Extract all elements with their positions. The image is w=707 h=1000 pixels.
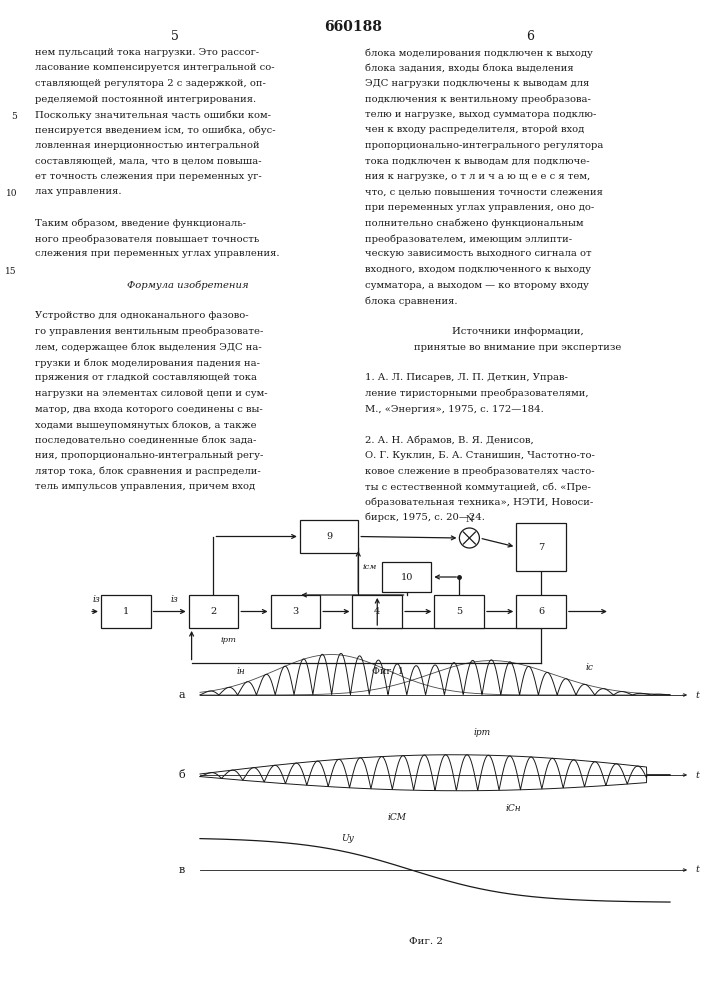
Bar (516, 523, 566, 571)
Text: iс: iс (585, 664, 593, 672)
Text: Устройство для одноканального фазово-: Устройство для одноканального фазово- (35, 312, 249, 320)
Text: 2: 2 (211, 607, 216, 616)
Text: Φиг. 1: Φиг. 1 (371, 667, 404, 676)
Text: нагрузки на элементах силовой цепи и сум-: нагрузки на элементах силовой цепи и сум… (35, 389, 268, 398)
Text: подключения к вентильному преобразова-: подключения к вентильному преобразова- (365, 95, 591, 104)
Text: ходами вышеупомянутых блоков, а также: ходами вышеупомянутых блоков, а также (35, 420, 257, 430)
Text: последовательно соединенные блок зада-: последовательно соединенные блок зада- (35, 436, 257, 444)
Text: 15: 15 (6, 267, 17, 276)
Text: тель импульсов управления, причем вход: тель импульсов управления, причем вход (35, 482, 255, 491)
Text: входного, входом подключенного к выходу: входного, входом подключенного к выходу (365, 265, 591, 274)
Text: ределяемой постоянной интегрирования.: ределяемой постоянной интегрирования. (35, 95, 256, 104)
Bar (189, 595, 238, 628)
Text: ласование компенсируется интегральной со-: ласование компенсируется интегральной со… (35, 64, 274, 73)
Text: Таким образом, введение функциональ-: Таким образом, введение функциональ- (35, 219, 246, 228)
Bar (271, 595, 320, 628)
Text: iн: iн (237, 667, 245, 676)
Text: 2. А. Н. Абрамов, В. Я. Денисов,: 2. А. Н. Абрамов, В. Я. Денисов, (365, 436, 534, 445)
Text: iСМ: iСМ (388, 813, 407, 822)
Bar (434, 595, 484, 628)
Text: N: N (465, 515, 474, 524)
Text: телю и нагрузке, выход сумматора подклю-: телю и нагрузке, выход сумматора подклю- (365, 110, 597, 119)
Text: а: а (178, 690, 185, 700)
Text: 5: 5 (456, 607, 462, 616)
Text: лем, содержащее блок выделения ЭДС на-: лем, содержащее блок выделения ЭДС на- (35, 342, 262, 352)
Bar (516, 595, 566, 628)
Text: при переменных углах управления, оно до-: при переменных углах управления, оно до- (365, 203, 595, 212)
Bar (300, 520, 358, 553)
Text: iСн: iСн (506, 804, 521, 813)
Text: iз: iз (170, 594, 178, 603)
Text: Φиг. 2: Φиг. 2 (409, 938, 443, 946)
Text: блока задания, входы блока выделения: блока задания, входы блока выделения (365, 64, 573, 73)
Text: Uу: Uу (341, 834, 354, 843)
Circle shape (460, 528, 479, 548)
Text: лятор тока, блок сравнения и распредели-: лятор тока, блок сравнения и распредели- (35, 466, 261, 476)
Text: пряжения от гладкой составляющей тока: пряжения от гладкой составляющей тока (35, 373, 257, 382)
Text: ния к нагрузке, о т л и ч а ю щ е е с я тем,: ния к нагрузке, о т л и ч а ю щ е е с я … (365, 172, 590, 181)
Text: 1: 1 (122, 607, 129, 616)
Text: 3: 3 (292, 607, 298, 616)
Text: 9: 9 (326, 532, 332, 541)
Text: го управления вентильным преобразовате-: го управления вентильным преобразовате- (35, 327, 264, 336)
Text: t: t (695, 690, 699, 700)
Text: сумматора, а выходом — ко второму входу: сумматора, а выходом — ко второму входу (365, 280, 589, 290)
Text: слежения при переменных углах управления.: слежения при переменных углах управления… (35, 249, 279, 258)
Bar (101, 595, 151, 628)
Text: 5: 5 (171, 30, 179, 43)
Text: бирск, 1975, с. 20—24.: бирск, 1975, с. 20—24. (365, 513, 485, 522)
Text: ковое слежение в преобразователях часто-: ковое слежение в преобразователях часто- (365, 466, 595, 476)
Text: грузки и блок моделирования падения на-: грузки и блок моделирования падения на- (35, 358, 260, 367)
Text: iрт: iрт (474, 728, 491, 737)
Text: полнительно снабжено функциональным: полнительно снабжено функциональным (365, 219, 583, 228)
Text: 10: 10 (400, 572, 413, 582)
Text: блока сравнения.: блока сравнения. (365, 296, 457, 306)
Text: Источники информации,: Источники информации, (452, 327, 583, 336)
Text: Формула изобретения: Формула изобретения (127, 280, 248, 290)
Text: принятые во внимание при экспертизе: принятые во внимание при экспертизе (414, 342, 621, 352)
Text: 6: 6 (538, 607, 544, 616)
Text: составляющей, мала, что в целом повыша-: составляющей, мала, что в целом повыша- (35, 156, 262, 165)
Text: что, с целью повышения точности слежения: что, с целью повышения точности слежения (365, 188, 603, 196)
Text: ного преобразователя повышает точность: ного преобразователя повышает точность (35, 234, 259, 243)
Text: 660188: 660188 (324, 20, 382, 34)
Text: О. Г. Куклин, Б. А. Станишин, Частотно-то-: О. Г. Куклин, Б. А. Станишин, Частотно-т… (365, 451, 595, 460)
Text: 5: 5 (11, 112, 17, 121)
Bar (352, 595, 402, 628)
Text: ческую зависимость выходного сигнала от: ческую зависимость выходного сигнала от (365, 249, 592, 258)
Text: преобразователем, имеющим эллипти-: преобразователем, имеющим эллипти- (365, 234, 572, 243)
Text: ловленная инерционностью интегральной: ловленная инерционностью интегральной (35, 141, 259, 150)
Text: ты с естественной коммутацией, сб. «Пре-: ты с естественной коммутацией, сб. «Пре- (365, 482, 591, 491)
Text: 10: 10 (6, 189, 17, 198)
Text: t: t (695, 770, 699, 780)
Bar (382, 562, 431, 592)
Text: пенсируется введением iсм, то ошибка, обус-: пенсируется введением iсм, то ошибка, об… (35, 125, 276, 135)
Text: нем пульсаций тока нагрузки. Это рассог-: нем пульсаций тока нагрузки. Это рассог- (35, 48, 259, 57)
Text: в: в (179, 865, 185, 875)
Text: 1. А. Л. Писарев, Л. П. Деткин, Управ-: 1. А. Л. Писарев, Л. П. Деткин, Управ- (365, 373, 568, 382)
Text: Поскольку значительная часть ошибки ком-: Поскольку значительная часть ошибки ком- (35, 110, 271, 119)
Text: iсм: iсм (362, 563, 377, 571)
Text: тока подключен к выводам для подключе-: тока подключен к выводам для подключе- (365, 156, 590, 165)
Text: iрт: iрт (221, 636, 236, 644)
Text: t: t (695, 865, 699, 874)
Text: ния, пропорционально-интегральный регу-: ния, пропорционально-интегральный регу- (35, 451, 264, 460)
Text: ление тиристорными преобразователями,: ление тиристорными преобразователями, (365, 389, 589, 398)
Text: матор, два входа которого соединены с вы-: матор, два входа которого соединены с вы… (35, 404, 263, 414)
Text: ставляющей регулятора 2 с задержкой, оп-: ставляющей регулятора 2 с задержкой, оп- (35, 79, 266, 88)
Text: ет точность слежения при переменных уг-: ет точность слежения при переменных уг- (35, 172, 262, 181)
Text: 6: 6 (526, 30, 534, 43)
Text: 7: 7 (538, 542, 544, 552)
Text: пропорционально-интегрального регулятора: пропорционально-интегрального регулятора (365, 141, 603, 150)
Text: 4: 4 (374, 607, 380, 616)
Text: ЭДС нагрузки подключены к выводам для: ЭДС нагрузки подключены к выводам для (365, 79, 589, 88)
Text: образовательная техника», НЭТИ, Новоси-: образовательная техника», НЭТИ, Новоси- (365, 497, 593, 507)
Text: лах управления.: лах управления. (35, 188, 122, 196)
Text: чен к входу распределителя, второй вход: чен к входу распределителя, второй вход (365, 125, 584, 134)
Text: блока моделирования подключен к выходу: блока моделирования подключен к выходу (365, 48, 593, 57)
Text: М., «Энергия», 1975, с. 172—184.: М., «Энергия», 1975, с. 172—184. (365, 404, 544, 414)
Text: б: б (178, 770, 185, 780)
Text: iз: iз (92, 595, 100, 604)
